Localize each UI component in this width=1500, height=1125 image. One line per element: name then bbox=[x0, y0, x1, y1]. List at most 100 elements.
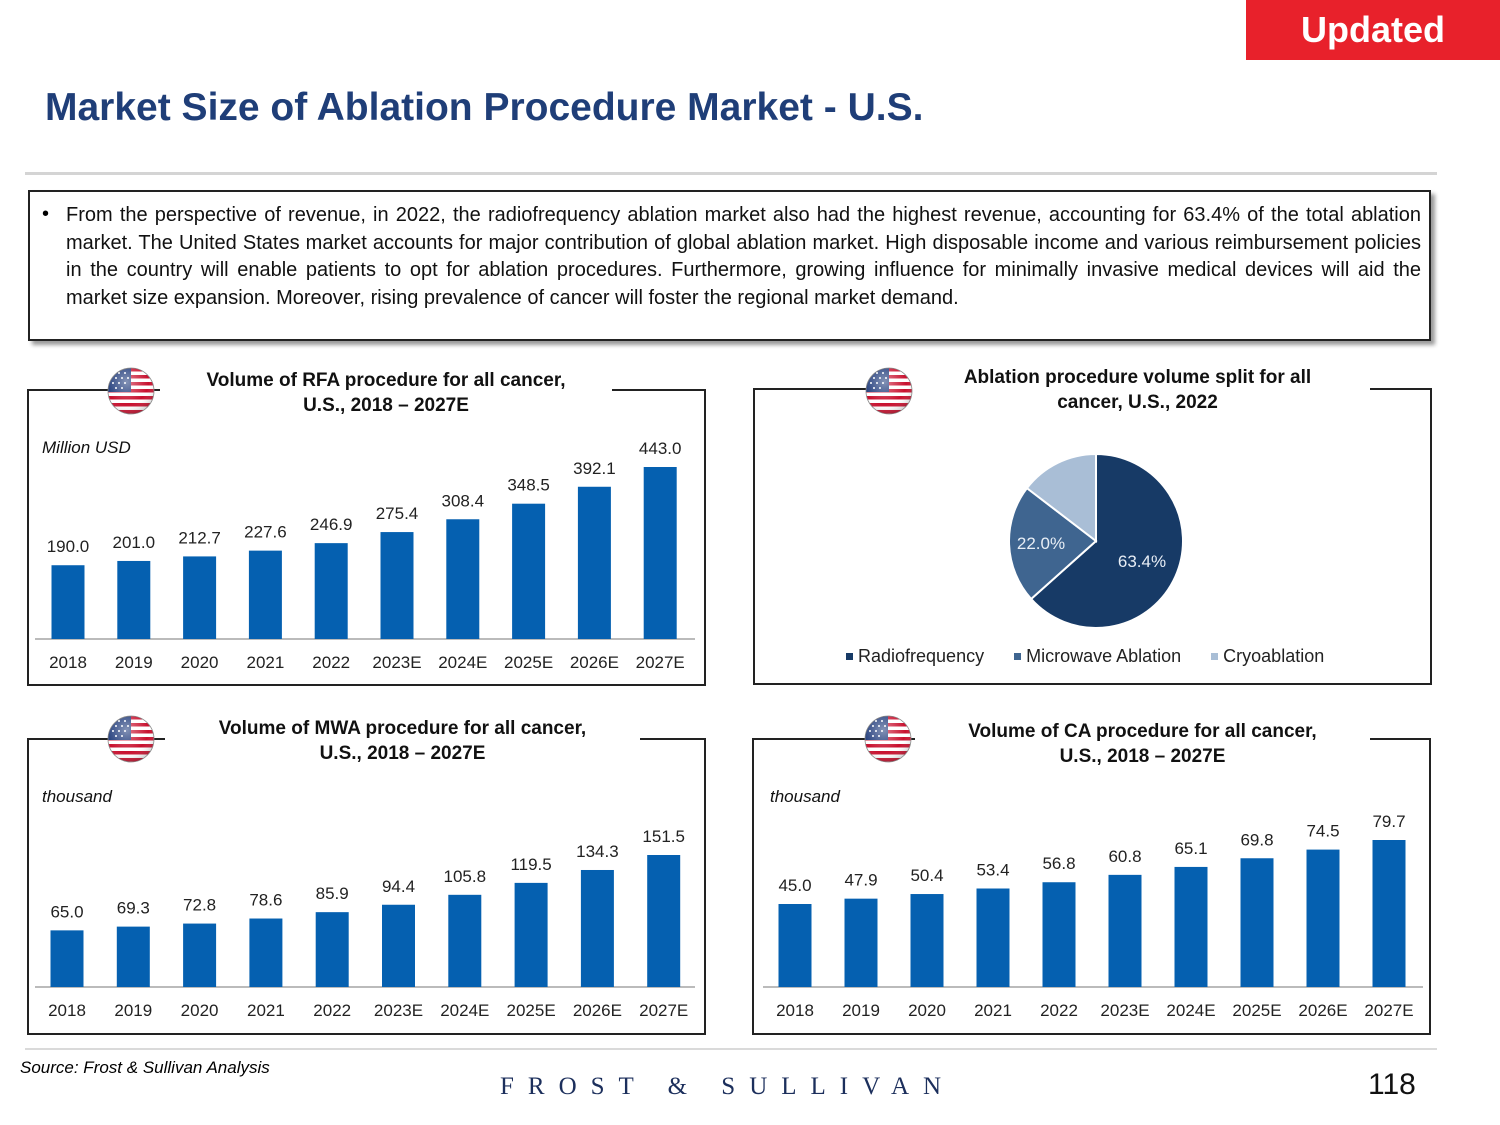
bar-2019 bbox=[117, 560, 151, 639]
pie-chart-title: Ablation procedure volume split for all … bbox=[905, 365, 1370, 415]
data-label-2026E: 134.3 bbox=[576, 842, 619, 861]
pie-slice-cryoablation bbox=[1025, 452, 1097, 544]
bar-2023E bbox=[1108, 874, 1142, 987]
mwa-chart-title-line2: U.S., 2018 – 2027E bbox=[319, 743, 486, 764]
bar-2023E bbox=[382, 904, 415, 987]
legend-label-cryoablation: Cryoablation bbox=[1223, 646, 1325, 666]
mwa-chart-title: Volume of MWA procedure for all cancer, … bbox=[165, 716, 640, 766]
bar-2019 bbox=[844, 898, 878, 987]
data-label-2022: 56.8 bbox=[1042, 854, 1075, 873]
us-flag-icon bbox=[105, 713, 157, 765]
page-title: Market Size of Ablation Procedure Market… bbox=[45, 86, 924, 129]
rfa-chart-title-line2: U.S., 2018 – 2027E bbox=[303, 395, 469, 416]
x-tick-label: 2027E bbox=[639, 1001, 688, 1020]
x-tick-label: 2021 bbox=[974, 1001, 1012, 1020]
data-label-2018: 45.0 bbox=[778, 876, 811, 895]
bar-2025E bbox=[514, 882, 548, 987]
x-tick-label: 2022 bbox=[1040, 1001, 1078, 1020]
data-label-2020: 212.7 bbox=[178, 528, 221, 547]
x-tick-label: 2027E bbox=[1364, 1001, 1413, 1020]
us-flag-icon bbox=[862, 713, 914, 765]
x-tick-label: 2019 bbox=[114, 1001, 152, 1020]
updated-badge: Updated bbox=[1246, 0, 1500, 60]
bar-2026E bbox=[577, 486, 611, 639]
data-label-2026E: 392.1 bbox=[573, 459, 616, 478]
bar-2020 bbox=[183, 556, 217, 639]
rfa-chart-title: Volume of RFA procedure for all cancer, … bbox=[160, 368, 612, 418]
x-tick-label: 2022 bbox=[313, 1001, 351, 1020]
x-tick-label: 2019 bbox=[115, 653, 153, 672]
bar-2024E bbox=[446, 519, 480, 639]
data-label-2022: 85.9 bbox=[316, 884, 349, 903]
data-label-2021: 78.6 bbox=[249, 891, 282, 910]
bar-2026E bbox=[580, 869, 614, 987]
x-tick-label: 2019 bbox=[842, 1001, 880, 1020]
bar-2022 bbox=[314, 543, 348, 639]
data-label-2019: 201.0 bbox=[113, 533, 156, 552]
us-flag-icon bbox=[863, 365, 915, 417]
pie-label-radiofrequency: 63.4% bbox=[1118, 552, 1166, 571]
bar-2027E bbox=[1372, 840, 1406, 987]
ca-chart-unit: thousand bbox=[770, 787, 840, 806]
bar-2021 bbox=[976, 888, 1010, 987]
data-label-2024E: 308.4 bbox=[442, 491, 485, 510]
data-label-2023E: 60.8 bbox=[1108, 847, 1141, 866]
x-tick-label: 2018 bbox=[49, 653, 87, 672]
us-flag-icon bbox=[105, 365, 157, 417]
legend-item-microwave: Microwave Ablation bbox=[1014, 646, 1181, 667]
brand-wordmark: FROST & SULLIVAN bbox=[500, 1073, 956, 1100]
x-tick-label: 2018 bbox=[776, 1001, 814, 1020]
x-tick-label: 2023E bbox=[374, 1001, 423, 1020]
bar-2019 bbox=[116, 926, 150, 987]
x-tick-label: 2025E bbox=[504, 653, 553, 672]
bullet-marker: • bbox=[42, 203, 50, 225]
bar-2024E bbox=[1174, 866, 1208, 987]
data-label-2023E: 94.4 bbox=[382, 877, 415, 896]
data-label-2027E: 151.5 bbox=[642, 827, 685, 846]
bar-2020 bbox=[183, 923, 217, 987]
bar-2022 bbox=[1042, 882, 1076, 987]
data-label-2020: 72.8 bbox=[183, 896, 216, 915]
data-label-2026E: 74.5 bbox=[1306, 822, 1339, 841]
footer-divider bbox=[25, 1048, 1437, 1050]
bar-2018 bbox=[50, 930, 84, 987]
legend-swatch-cryoablation bbox=[1211, 653, 1219, 660]
x-tick-label: 2026E bbox=[570, 653, 619, 672]
x-tick-label: 2026E bbox=[1298, 1001, 1347, 1020]
ca-chart-title-line1: Volume of CA procedure for all cancer, bbox=[968, 721, 1317, 742]
x-tick-label: 2020 bbox=[181, 1001, 219, 1020]
mwa-chart-title-line1: Volume of MWA procedure for all cancer, bbox=[218, 718, 587, 739]
x-tick-label: 2023E bbox=[372, 653, 421, 672]
x-tick-label: 2027E bbox=[636, 653, 685, 672]
x-tick-label: 2026E bbox=[573, 1001, 622, 1020]
data-label-2025E: 348.5 bbox=[507, 476, 550, 495]
data-label-2024E: 105.8 bbox=[444, 867, 487, 886]
pie-chart-title-line2: cancer, U.S., 2022 bbox=[1057, 392, 1218, 413]
mwa-chart-unit: thousand bbox=[42, 787, 112, 806]
bar-2018 bbox=[51, 565, 85, 639]
x-tick-label: 2020 bbox=[908, 1001, 946, 1020]
x-tick-label: 2024E bbox=[440, 1001, 489, 1020]
title-divider bbox=[25, 172, 1437, 175]
data-label-2019: 47.9 bbox=[844, 871, 877, 890]
x-tick-label: 2018 bbox=[48, 1001, 86, 1020]
bar-2018 bbox=[778, 904, 812, 987]
data-label-2019: 69.3 bbox=[117, 899, 150, 918]
bar-2021 bbox=[248, 550, 282, 639]
page-number: 118 bbox=[1368, 1068, 1416, 1101]
data-label-2027E: 79.7 bbox=[1372, 812, 1405, 831]
x-tick-label: 2024E bbox=[1166, 1001, 1215, 1020]
bar-2024E bbox=[448, 894, 482, 987]
legend-item-cryoablation: Cryoablation bbox=[1211, 646, 1324, 667]
x-tick-label: 2020 bbox=[181, 653, 219, 672]
bar-2022 bbox=[315, 912, 349, 987]
pie-label-microwave-ablation: 22.0% bbox=[1017, 534, 1065, 553]
source-note: Source: Frost & Sullivan Analysis bbox=[20, 1058, 270, 1077]
bar-2023E bbox=[380, 532, 414, 639]
data-label-2025E: 119.5 bbox=[510, 855, 551, 874]
rfa-chart-unit: Million USD bbox=[42, 438, 131, 457]
